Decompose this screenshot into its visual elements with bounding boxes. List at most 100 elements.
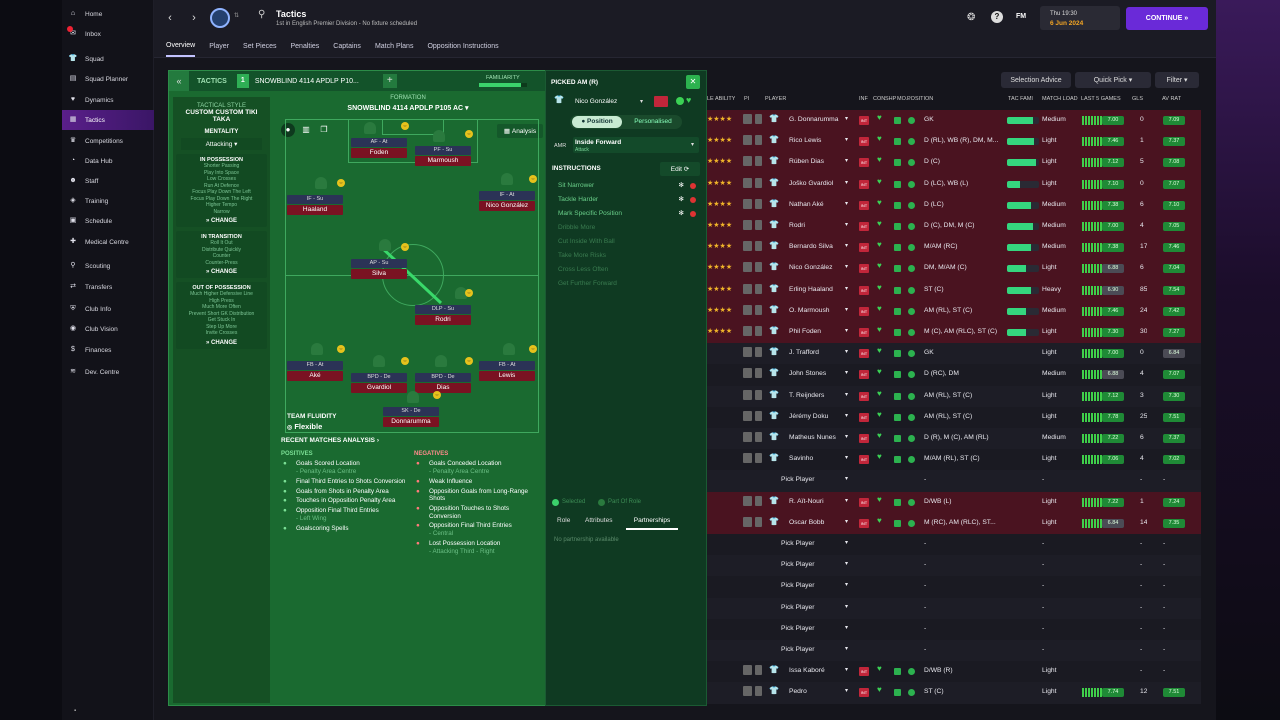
club-badge[interactable] — [210, 8, 230, 28]
sidebar-item-staff[interactable]: ☻ Staff — [62, 171, 154, 191]
row-chevron-icon[interactable]: ▾ — [845, 582, 849, 589]
lock-icon[interactable] — [755, 262, 762, 273]
sidebar-item-finances[interactable]: $ Finances — [62, 340, 154, 360]
player-name[interactable]: Nathan Aké — [789, 200, 824, 208]
player-name[interactable]: Rico Lewis — [789, 137, 822, 145]
swap-icon[interactable]: ⇔ — [337, 345, 345, 353]
tab-penalties[interactable]: Penalties — [290, 43, 320, 50]
fluidity-value[interactable]: ◎ Flexible — [287, 422, 322, 431]
continue-button[interactable]: CONTINUE » — [1126, 7, 1208, 30]
personalised-tab[interactable]: Personalised — [626, 116, 680, 128]
row-chevron-icon[interactable]: ▾ — [845, 497, 849, 504]
sidebar-item-inbox[interactable]: ✉ Inbox — [62, 24, 154, 44]
lock-icon[interactable] — [755, 389, 762, 400]
table-row[interactable]: ★★★★ 👕 Joško Gvardiol ▾ INT ♥ D (LC), WB (L) Li… — [707, 173, 1201, 195]
lock-icon[interactable] — [755, 135, 762, 146]
swap-icon[interactable]: ⇔ — [465, 289, 473, 297]
row-chevron-icon[interactable]: ▾ — [845, 200, 849, 207]
player-view-icon[interactable]: ● — [281, 123, 295, 137]
player-card-icon[interactable] — [743, 516, 752, 527]
instruction-row[interactable]: Sit Narrower ✻ — [546, 179, 706, 193]
pitch-player[interactable]: IF - Su Haaland — [287, 195, 343, 217]
date-box[interactable]: Thu 19:30 6 Jun 2024 — [1040, 6, 1120, 30]
player-card-icon[interactable] — [743, 114, 752, 124]
player-name[interactable]: Rodri — [789, 222, 805, 229]
analysis-item[interactable]: ● Lost Possession Location — [414, 540, 542, 548]
row-chevron-icon[interactable]: ▾ — [845, 391, 849, 398]
player-name[interactable]: Pedro — [789, 688, 807, 696]
table-row[interactable]: 👕 Jérémy Doku ▾ INT ♥ AM (RL), ST (C) Light 7.7… — [707, 406, 1201, 428]
recent-title[interactable]: RECENT MATCHES ANALYSIS › — [281, 437, 380, 444]
row-chevron-icon[interactable]: ▾ — [845, 158, 849, 165]
swap-icon[interactable]: ⇔ — [529, 345, 537, 353]
table-row[interactable]: ★★★★ 👕 G. Donnarumma ▾ INT ♥ GK Medium 7.00 0 7.09 — [707, 110, 1201, 132]
analysis-item[interactable]: ● Opposition Final Third Entries — [281, 507, 409, 515]
attributes-tab[interactable]: Attributes — [585, 517, 613, 524]
lock-icon[interactable] — [755, 177, 762, 188]
status-icon[interactable]: ▪ — [74, 708, 77, 714]
table-row[interactable]: ★★★★ 👕 Rúben Dias ▾ INT ♥ D (C) Light 7.12 5 7.08 — [707, 152, 1201, 174]
sidebar-item-scouting[interactable]: ⚲ Scouting — [62, 256, 154, 276]
player-name[interactable]: Rúben Dias — [789, 158, 824, 166]
row-chevron-icon[interactable]: ▾ — [845, 434, 849, 440]
familiarity[interactable]: FAMILIARITY — [478, 75, 527, 87]
row-chevron-icon[interactable]: ▾ — [845, 349, 849, 356]
table-row[interactable]: ★★★★ 👕 Nathan Aké ▾ INT ♥ D (LC) Medium 7.38 6 7.1… — [707, 194, 1201, 216]
instruction-row[interactable]: Dribble More — [546, 221, 706, 235]
swap-icon[interactable]: ⇔ — [433, 391, 441, 399]
lock-icon[interactable] — [755, 241, 762, 252]
stats-icon[interactable]: ▥ — [302, 125, 310, 134]
row-chevron-icon[interactable]: ▾ — [845, 624, 849, 631]
pitch-player[interactable]: FB - At Aké — [287, 361, 343, 383]
row-chevron-icon[interactable]: ▾ — [845, 688, 849, 695]
analysis-item[interactable]: ● Final Third Entries to Shots Conversion — [281, 478, 409, 486]
table-row[interactable]: ★★★★ 👕 Rico Lewis ▾ INT ♥ D (RL), WB (R), DM, … — [707, 131, 1201, 153]
column-header[interactable]: TAC FAMI — [1008, 96, 1033, 102]
player-card-icon[interactable] — [743, 410, 752, 421]
player-card-icon[interactable] — [743, 389, 752, 400]
row-chevron-icon[interactable]: ▾ — [845, 561, 849, 568]
swap-icon[interactable]: ⇔ — [465, 130, 473, 138]
lock-icon[interactable] — [755, 304, 762, 315]
sidebar-item-training[interactable]: ◈ Training — [62, 191, 154, 211]
tab-captains[interactable]: Captains — [333, 43, 361, 50]
player-name[interactable]: J. Trafford — [789, 349, 819, 357]
pick-player-row[interactable]: Pick Player ▾ - - - - — [707, 576, 1201, 598]
sidebar-item-dynamics[interactable]: ♥ Dynamics — [62, 90, 154, 110]
player-name[interactable]: Erling Haaland — [789, 285, 833, 293]
player-name[interactable]: Nico González — [789, 264, 833, 272]
player-name[interactable]: Savinho — [789, 455, 814, 463]
row-chevron-icon[interactable]: ▾ — [845, 412, 849, 419]
instruction-row[interactable]: Take More Risks — [546, 249, 706, 263]
sidebar-item-club-info[interactable]: ⛨ Club Info — [62, 299, 154, 319]
pitch-player[interactable]: SK - De Donnarumma — [383, 407, 439, 429]
lock-icon[interactable] — [755, 198, 762, 209]
analysis-item[interactable]: ● Weak Influence — [414, 478, 542, 486]
player-card-icon[interactable] — [743, 665, 752, 676]
pitch-player[interactable]: IF - At Nico González — [479, 191, 535, 213]
row-chevron-icon[interactable]: ▾ — [845, 116, 849, 122]
out-possession-change-button[interactable]: » CHANGE — [205, 339, 238, 346]
swap-icon[interactable]: ⇔ — [401, 357, 409, 365]
sidebar-item-data-hub[interactable]: ◔ Data Hub — [62, 151, 154, 171]
pitch-player[interactable]: BPD - De Gvardiol — [351, 373, 407, 395]
remove-icon[interactable] — [690, 211, 696, 217]
column-header[interactable]: SHP — [885, 96, 897, 102]
tab-match-plans[interactable]: Match Plans — [374, 43, 414, 50]
lock-icon[interactable] — [755, 156, 762, 167]
swap-icon[interactable]: ⇔ — [529, 175, 537, 183]
row-chevron-icon[interactable]: ▾ — [845, 285, 849, 292]
player-name[interactable]: Matheus Nunes — [789, 434, 836, 441]
sidebar-item-squad[interactable]: 👕 Squad — [62, 49, 154, 69]
analysis-item[interactable]: ● Opposition Touches to Shots Conversion — [414, 505, 542, 520]
analysis-item[interactable]: ● Goals from Shots in Penalty Area — [281, 488, 409, 496]
table-row[interactable]: 👕 R. Aït-Nouri ▾ INT ♥ D/WB (L) Light 7.22 1 7.24 — [707, 491, 1201, 513]
row-chevron-icon[interactable]: ▾ — [845, 328, 849, 334]
row-chevron-icon[interactable]: ▾ — [845, 518, 849, 525]
table-row[interactable]: 👕 Matheus Nunes ▾ INT ♥ D (R), M (C), AM (RL)… — [707, 428, 1201, 450]
player-card-icon[interactable] — [743, 304, 752, 315]
table-row[interactable]: 👕 J. Trafford ▾ INT ♥ GK Light 7.00 0 6.84 — [707, 343, 1201, 365]
lock-icon[interactable] — [755, 368, 762, 379]
analysis-item[interactable]: ● Opposition Goals from Long-Range Shots — [414, 488, 542, 503]
pick-player-row[interactable]: Pick Player ▾ - - - - — [707, 597, 1201, 619]
